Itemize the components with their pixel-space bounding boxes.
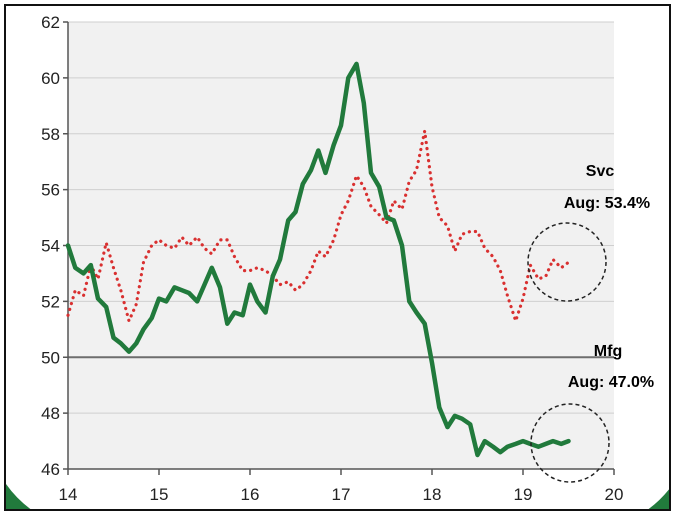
y-tick-label-62: 62: [41, 13, 60, 32]
y-tick-label-46: 46: [41, 460, 60, 479]
mfg-highlight-circle: [530, 403, 610, 483]
x-tick-label-17: 17: [332, 485, 351, 504]
svc-label: Svc: [586, 163, 615, 180]
x-tick-labels: 14 15 16 17 18 19 20: [59, 485, 624, 504]
y-tick-label-52: 52: [41, 292, 60, 311]
series-line-svc: [66, 129, 571, 323]
series-line-mfg: [65, 61, 571, 458]
x-tick-label-16: 16: [241, 485, 260, 504]
x-tick-label-19: 19: [514, 485, 533, 504]
svc-value-label: Aug: 53.4%: [564, 195, 650, 212]
x-tick-label-20: 20: [605, 485, 624, 504]
corner-decoration-left: [6, 484, 31, 509]
chart-frame: 46 48 50 52 54 56 58 60 62 14 15 16 17 18 19 20 Svc Au…: [4, 4, 671, 511]
y-tick-label-60: 60: [41, 69, 60, 88]
y-tick-labels: 46 48 50 52 54 56 58 60 62: [41, 13, 60, 479]
y-tick-label-56: 56: [41, 181, 60, 200]
y-tick-label-50: 50: [41, 348, 60, 367]
highlight-circles: [527, 222, 610, 483]
line-chart: 46 48 50 52 54 56 58 60 62 14 15 16 17 18 19 20 Svc Au…: [6, 13, 669, 509]
mfg-label: Mfg: [594, 343, 622, 360]
x-tick-label-15: 15: [150, 485, 169, 504]
x-tick-label-18: 18: [423, 485, 442, 504]
y-tick-label-48: 48: [41, 404, 60, 423]
svc-highlight-circle: [527, 222, 607, 302]
y-tick-label-54: 54: [41, 237, 60, 256]
y-tick-label-58: 58: [41, 125, 60, 144]
mfg-value-label: Aug: 47.0%: [568, 374, 654, 391]
series: [65, 61, 571, 458]
x-tick-label-14: 14: [59, 485, 78, 504]
corner-decoration-right: [648, 489, 669, 509]
